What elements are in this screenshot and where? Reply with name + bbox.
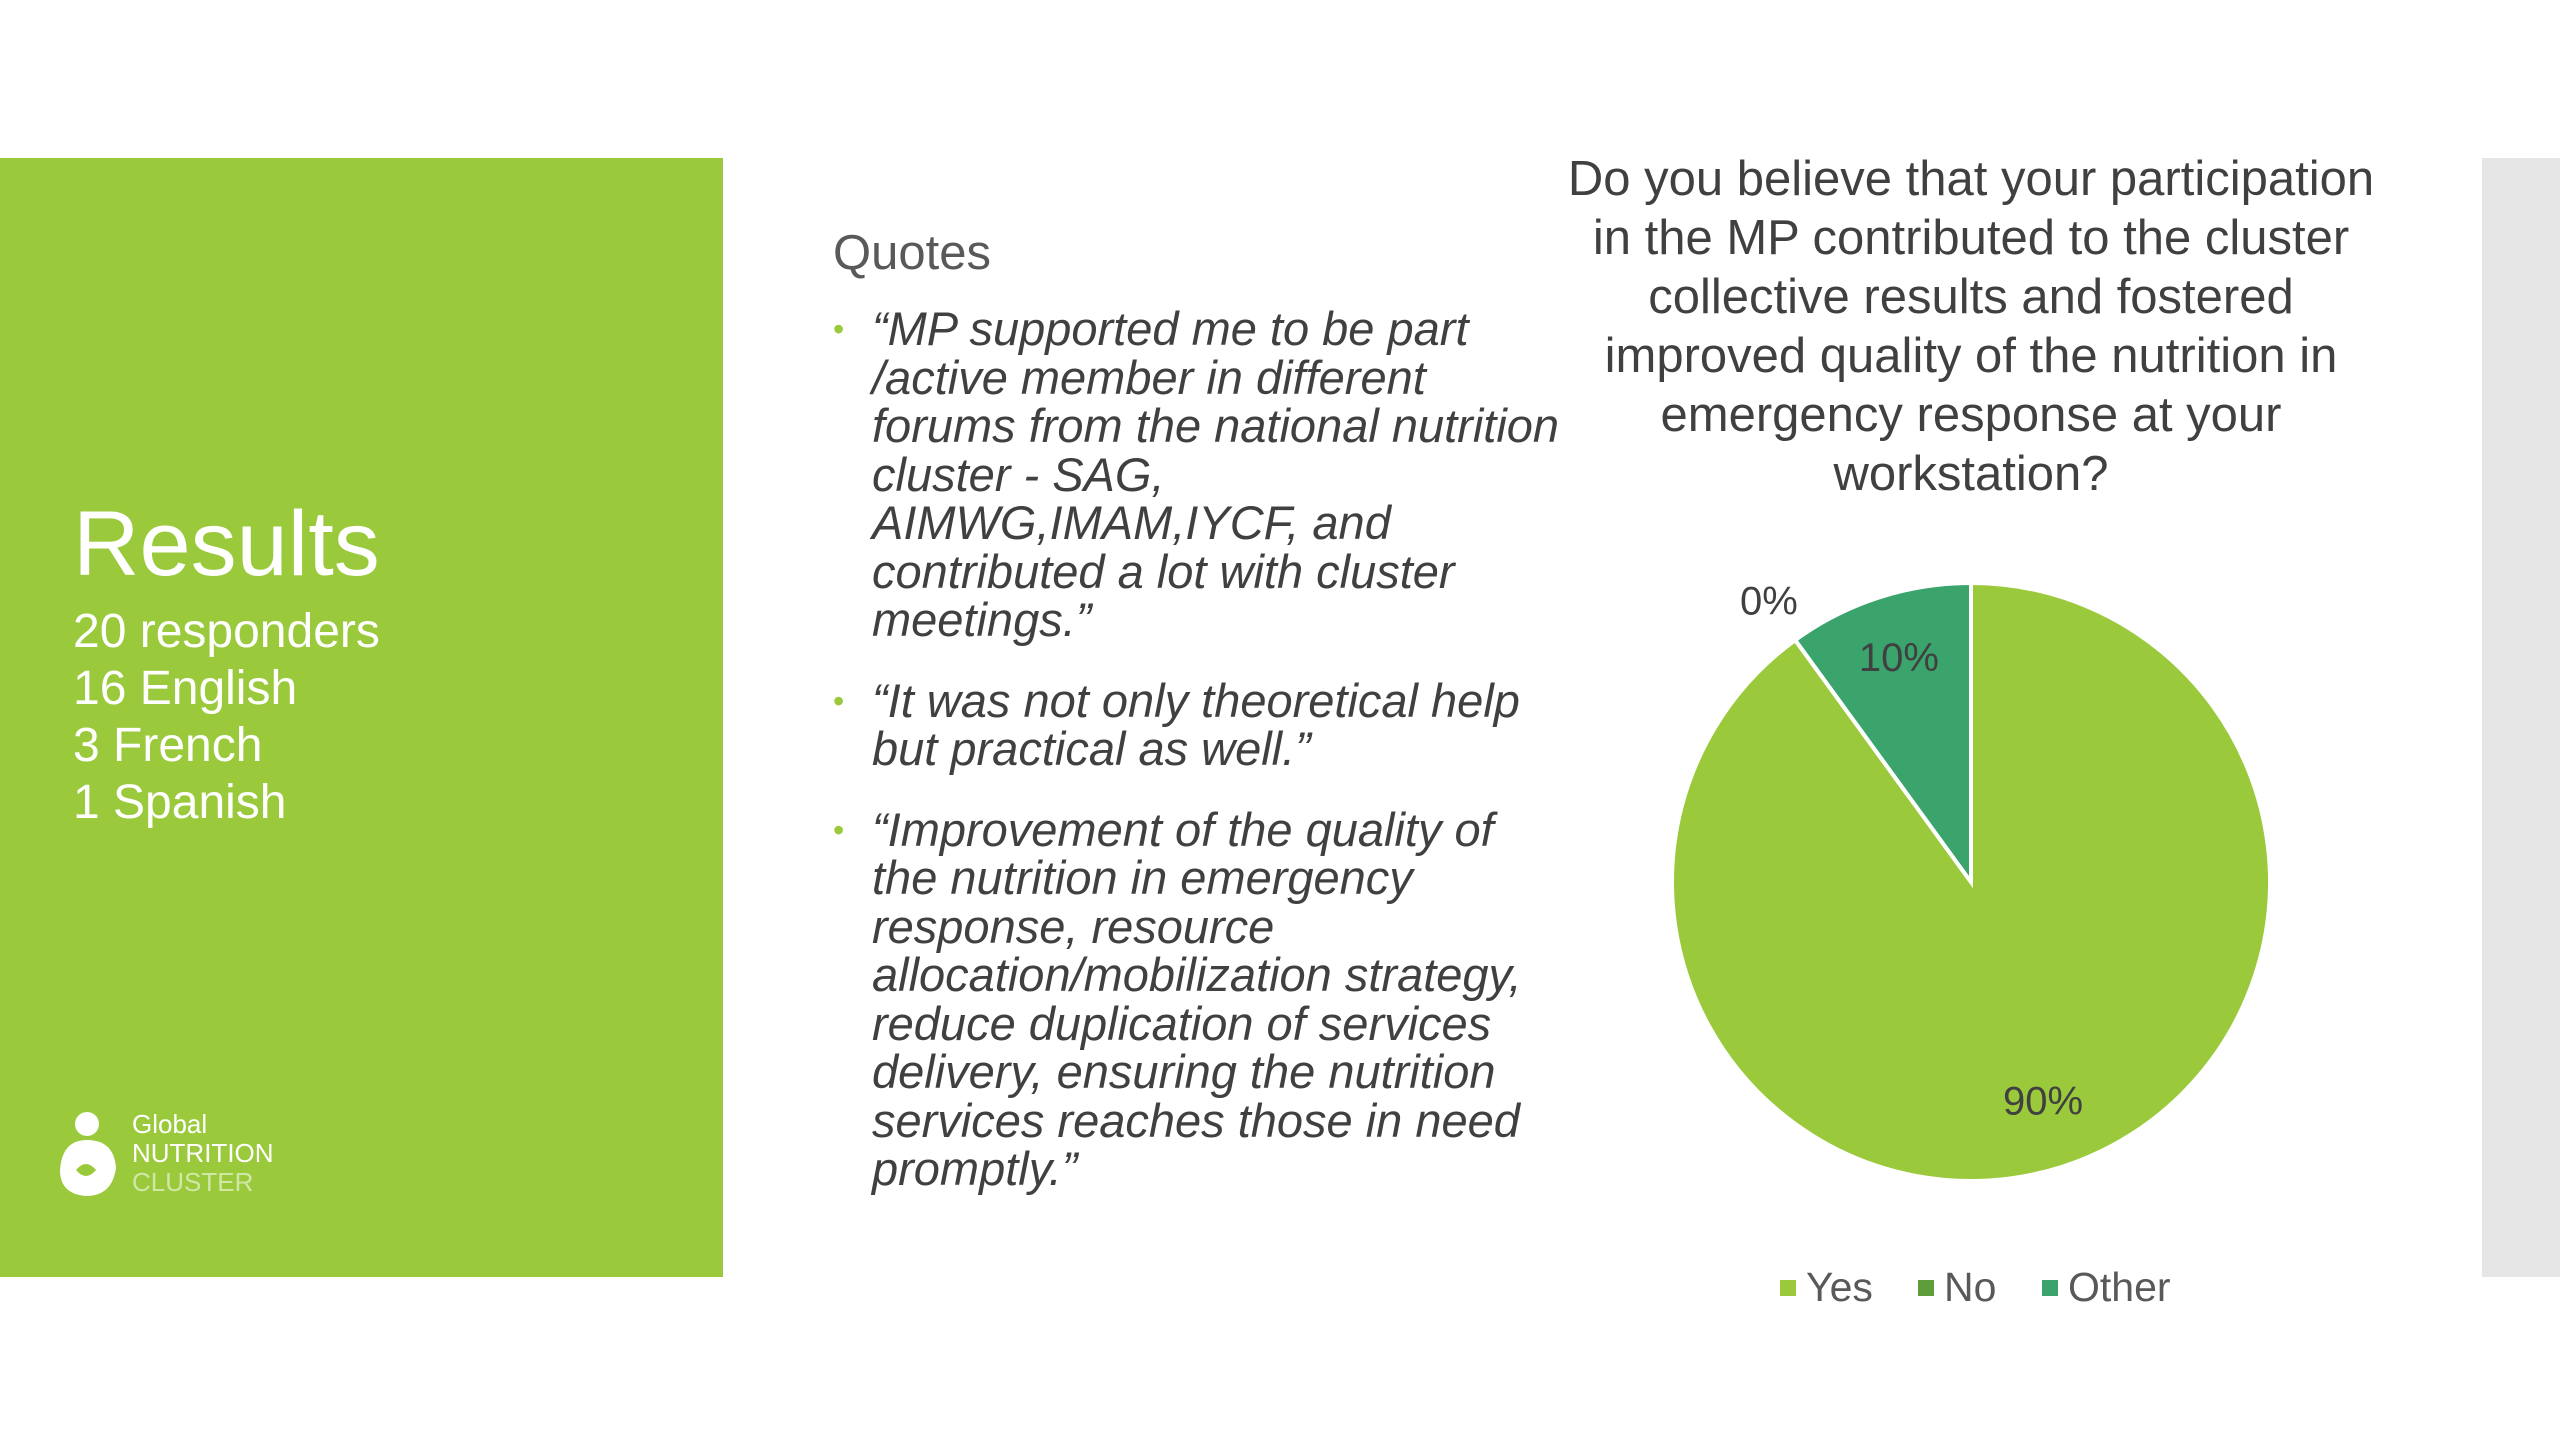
logo-text: Global NUTRITION CLUSTER — [132, 1110, 274, 1197]
legend-label: No — [1944, 1264, 1996, 1310]
slice-label: 10% — [1859, 636, 1939, 680]
legend-label: Other — [2068, 1264, 2171, 1310]
logo-word: CLUSTER — [132, 1167, 254, 1197]
panel-line: 20 responders — [73, 605, 380, 658]
logo-word: Global — [132, 1109, 208, 1139]
quote: “It was not only theoretical help but pr… — [833, 676, 1563, 774]
legend-swatch — [2042, 1280, 2058, 1296]
panel-lines: 20 responders 16 English 3 French 1 Spanish — [73, 603, 380, 831]
side-panel: Results 20 responders 16 English 3 French 1… — [0, 158, 723, 1277]
quotes-heading: Quotes — [833, 226, 991, 280]
panel-title: Results — [73, 493, 380, 595]
legend-swatch — [1918, 1280, 1934, 1296]
quote: “Improvement of the quality of the nutri… — [833, 805, 1563, 1194]
logo-word: NUTRITION — [132, 1138, 274, 1168]
legend-label: Yes — [1806, 1264, 1873, 1310]
panel-line: 16 English — [73, 662, 298, 715]
slice-label: 90% — [2003, 1079, 2083, 1123]
quote: “MP supported me to be part /active memb… — [833, 304, 1563, 645]
side-bar — [2482, 158, 2560, 1277]
pie-slice — [1792, 580, 1973, 889]
quote-list: “MP supported me to be part /active memb… — [833, 304, 1563, 1226]
chart-title: Do you believe that your participation i… — [1567, 152, 2375, 501]
logo-icon — [60, 1112, 116, 1196]
slice-label: 0% — [1740, 579, 1798, 623]
panel-line: 1 Spanish — [73, 776, 287, 829]
legend-swatch — [1780, 1280, 1796, 1296]
panel-line: 3 French — [73, 719, 263, 772]
